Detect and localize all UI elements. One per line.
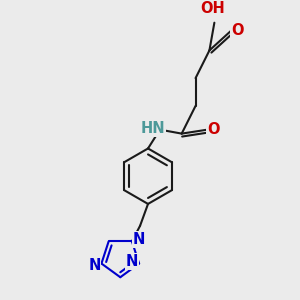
Text: HN: HN [141, 121, 165, 136]
Text: N: N [88, 258, 101, 273]
Text: O: O [231, 23, 243, 38]
Text: N: N [126, 254, 138, 269]
Text: N: N [133, 232, 145, 247]
Text: O: O [207, 122, 220, 137]
Text: OH: OH [200, 1, 225, 16]
